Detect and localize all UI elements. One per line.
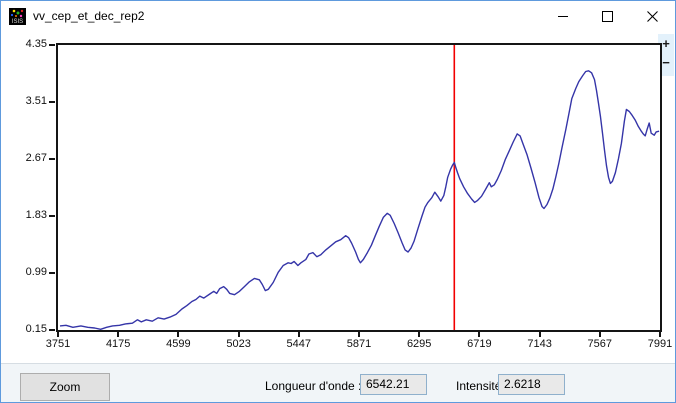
spectrum-curve xyxy=(59,70,660,330)
y-tick-mark xyxy=(49,158,55,160)
x-tick-label: 6719 xyxy=(467,338,492,350)
x-tick-label: 3751 xyxy=(45,338,71,350)
close-icon xyxy=(647,10,658,22)
zoom-button[interactable]: Zoom xyxy=(20,373,110,401)
close-button[interactable] xyxy=(630,1,675,31)
plot-area[interactable] xyxy=(56,43,662,332)
x-tick-label: 4599 xyxy=(166,338,191,350)
x-tick-label: 5447 xyxy=(286,338,312,350)
minimize-icon xyxy=(557,15,568,17)
intensity-field[interactable]: 2.6218 xyxy=(498,374,565,395)
minimize-button[interactable] xyxy=(540,1,585,31)
wavelength-field[interactable]: 6542.21 xyxy=(360,374,427,395)
y-tick-mark xyxy=(49,101,55,103)
x-tick-mark xyxy=(117,332,120,337)
y-tick-label: 3.51 xyxy=(25,95,47,107)
x-tick-mark xyxy=(358,332,360,337)
zoom-in-button[interactable]: + xyxy=(658,34,674,53)
y-tick-mark xyxy=(49,44,55,46)
x-tick-mark xyxy=(478,332,481,337)
footer-bar: Zoom Longueur d'onde : 6542.21 Intensité… xyxy=(1,363,675,402)
x-tick-label: 5023 xyxy=(226,338,251,350)
x-tick-label: 7991 xyxy=(647,338,673,350)
x-tick-label: 7567 xyxy=(587,338,613,350)
spectrum-plot xyxy=(59,45,660,330)
x-tick-mark xyxy=(237,332,240,337)
x-tick-label: 5871 xyxy=(346,338,372,350)
svg-text:ISIS: ISIS xyxy=(12,19,23,25)
zoom-out-button[interactable]: − xyxy=(658,53,674,72)
maximize-button[interactable] xyxy=(585,1,630,31)
window-controls xyxy=(540,1,675,31)
title-bar[interactable]: ISIS vv_cep_et_dec_rep2 xyxy=(1,1,675,32)
y-tick-label: 2.67 xyxy=(25,152,47,164)
x-tick-mark xyxy=(297,332,300,337)
y-tick-label: 0.99 xyxy=(25,266,47,278)
x-tick-mark xyxy=(177,332,180,337)
x-tick-mark xyxy=(418,332,421,337)
x-tick-label: 6295 xyxy=(406,338,432,350)
intensity-label: Intensité : xyxy=(456,379,509,393)
y-tick-mark xyxy=(49,215,55,217)
y-tick-label: 1.83 xyxy=(25,209,47,221)
chart-region: + − 0.15 0.99 1.83 2.67 3.51 4.35 3751 4175 4599… xyxy=(1,32,675,363)
window-title: vv_cep_et_dec_rep2 xyxy=(33,9,145,23)
maximize-icon xyxy=(602,10,613,22)
x-tick-mark xyxy=(57,332,59,337)
app-icon: ISIS xyxy=(9,8,26,25)
x-tick-label: 7143 xyxy=(527,338,552,350)
y-tick-mark xyxy=(49,329,55,331)
wavelength-label: Longueur d'onde : xyxy=(265,379,362,393)
x-tick-mark xyxy=(598,332,601,337)
zoom-strip: + − xyxy=(658,34,674,76)
y-tick-label: 4.35 xyxy=(25,38,47,50)
y-tick-mark xyxy=(49,272,55,274)
y-tick-label: 0.15 xyxy=(25,323,47,335)
x-tick-mark xyxy=(659,332,661,337)
x-tick-label: 4175 xyxy=(105,338,131,350)
x-tick-mark xyxy=(538,332,541,337)
